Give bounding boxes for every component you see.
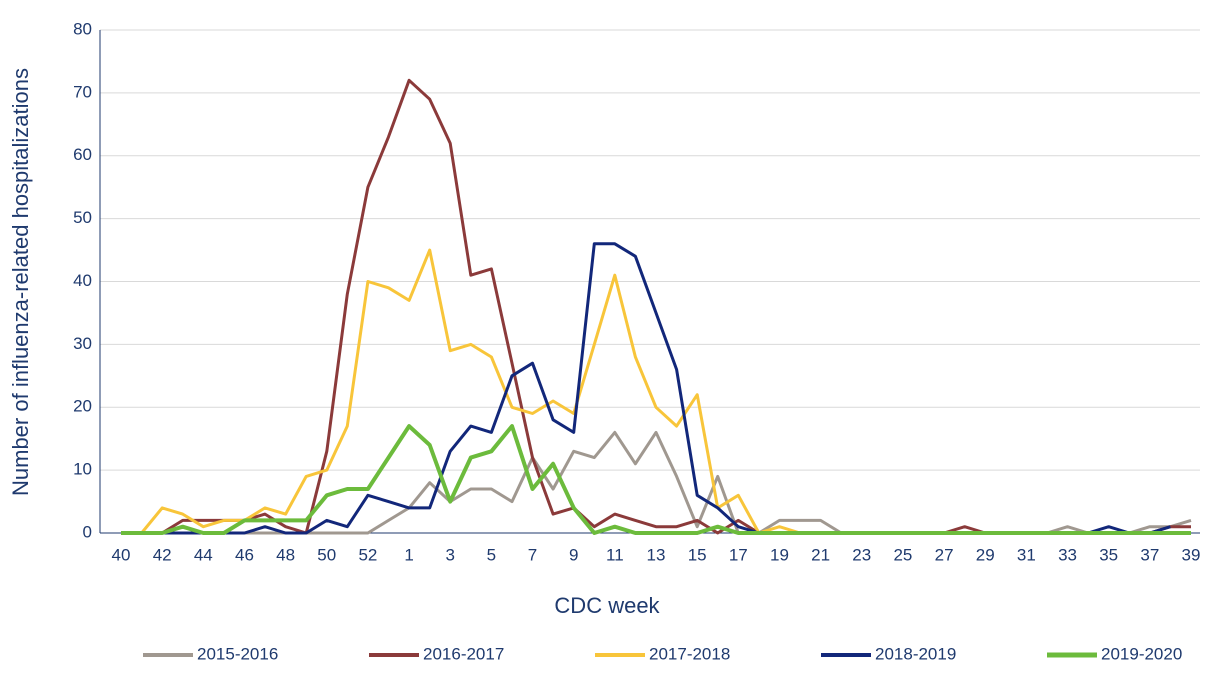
x-tick-label: 39 (1182, 545, 1201, 564)
x-tick-label: 42 (153, 545, 172, 564)
y-tick-label: 60 (73, 145, 92, 164)
x-tick-label: 44 (194, 545, 213, 564)
x-tick-label: 27 (935, 545, 954, 564)
x-tick-label: 5 (487, 545, 496, 564)
x-tick-label: 15 (688, 545, 707, 564)
x-tick-label: 7 (528, 545, 537, 564)
x-tick-label: 29 (976, 545, 995, 564)
x-tick-label: 35 (1099, 545, 1118, 564)
x-tick-label: 48 (276, 545, 295, 564)
x-tick-label: 13 (647, 545, 666, 564)
x-tick-label: 9 (569, 545, 578, 564)
legend-label: 2016-2017 (423, 644, 504, 663)
series-line (121, 242, 1171, 535)
series-line (121, 424, 1191, 535)
x-tick-label: 17 (729, 545, 748, 564)
y-axis-title: Number of influenza-related hospitalizat… (8, 68, 33, 496)
x-tick-label: 23 (852, 545, 871, 564)
x-tick-label: 1 (404, 545, 413, 564)
y-tick-label: 0 (83, 522, 92, 541)
x-tick-label: 40 (112, 545, 131, 564)
x-tick-label: 31 (1017, 545, 1036, 564)
x-tick-label: 52 (358, 545, 377, 564)
legend-label: 2019-2020 (1101, 644, 1182, 663)
y-tick-label: 10 (73, 460, 92, 479)
series-line (121, 78, 1191, 535)
series-line (121, 248, 1191, 535)
x-tick-label: 19 (770, 545, 789, 564)
x-tick-label: 11 (606, 545, 624, 564)
x-tick-label: 37 (1140, 545, 1159, 564)
x-tick-label: 21 (811, 545, 830, 564)
x-tick-label: 50 (317, 545, 336, 564)
x-tick-label: 3 (445, 545, 454, 564)
x-tick-label: 33 (1058, 545, 1077, 564)
legend-label: 2015-2016 (197, 644, 278, 663)
y-tick-label: 80 (73, 19, 92, 38)
legend-label: 2017-2018 (649, 644, 730, 663)
x-tick-label: 25 (893, 545, 912, 564)
y-tick-label: 40 (73, 271, 92, 290)
y-tick-label: 70 (73, 82, 92, 101)
y-tick-label: 50 (73, 208, 92, 227)
x-axis-title: CDC week (554, 593, 660, 618)
series-line (121, 430, 1192, 535)
x-tick-label: 46 (235, 545, 254, 564)
y-tick-label: 20 (73, 397, 92, 416)
legend-label: 2018-2019 (875, 644, 956, 663)
y-tick-label: 30 (73, 334, 92, 353)
